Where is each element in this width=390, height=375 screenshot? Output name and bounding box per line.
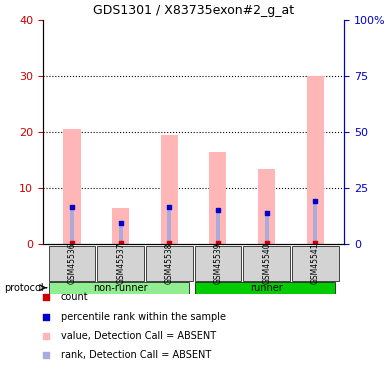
FancyBboxPatch shape [195, 246, 241, 281]
FancyBboxPatch shape [98, 246, 144, 281]
FancyBboxPatch shape [49, 246, 96, 281]
Point [117, 220, 124, 226]
Point [215, 207, 221, 213]
Point [166, 240, 172, 246]
FancyBboxPatch shape [49, 282, 189, 294]
FancyBboxPatch shape [195, 282, 335, 294]
Bar [307, 76, 324, 244]
Text: value, Detection Call = ABSENT: value, Detection Call = ABSENT [61, 331, 216, 341]
Point [69, 240, 75, 246]
Point [69, 204, 75, 210]
Bar [258, 169, 275, 244]
Bar [64, 129, 80, 244]
Text: GSM45540: GSM45540 [262, 243, 271, 284]
Text: percentile rank within the sample: percentile rank within the sample [61, 312, 226, 322]
Text: runner: runner [250, 283, 283, 293]
Text: GSM45541: GSM45541 [311, 243, 320, 284]
Point [312, 240, 318, 246]
Bar [112, 208, 129, 245]
Title: GDS1301 / X83735exon#2_g_at: GDS1301 / X83735exon#2_g_at [93, 4, 294, 17]
Point [218, 189, 224, 195]
Point [264, 210, 270, 216]
Point [215, 240, 221, 246]
Point [264, 240, 270, 246]
FancyBboxPatch shape [292, 246, 339, 281]
Point [117, 240, 124, 246]
Bar [70, 207, 74, 245]
Text: GSM45539: GSM45539 [213, 243, 222, 284]
Text: GSM45538: GSM45538 [165, 243, 174, 284]
Point [166, 204, 172, 210]
Bar [119, 223, 122, 245]
Text: GSM45536: GSM45536 [67, 243, 76, 284]
Bar [265, 213, 269, 244]
Text: GSM45537: GSM45537 [116, 243, 125, 284]
Text: count: count [61, 292, 89, 303]
Bar [167, 207, 171, 245]
Bar [216, 210, 220, 244]
Text: rank, Detection Call = ABSENT: rank, Detection Call = ABSENT [61, 350, 211, 360]
Point [312, 198, 318, 204]
FancyBboxPatch shape [146, 246, 193, 281]
Bar [209, 152, 227, 244]
Bar [313, 201, 317, 244]
FancyBboxPatch shape [243, 246, 290, 281]
Text: non-runner: non-runner [93, 283, 148, 293]
Point [218, 13, 224, 19]
Bar [161, 135, 178, 244]
Text: protocol: protocol [4, 283, 44, 293]
